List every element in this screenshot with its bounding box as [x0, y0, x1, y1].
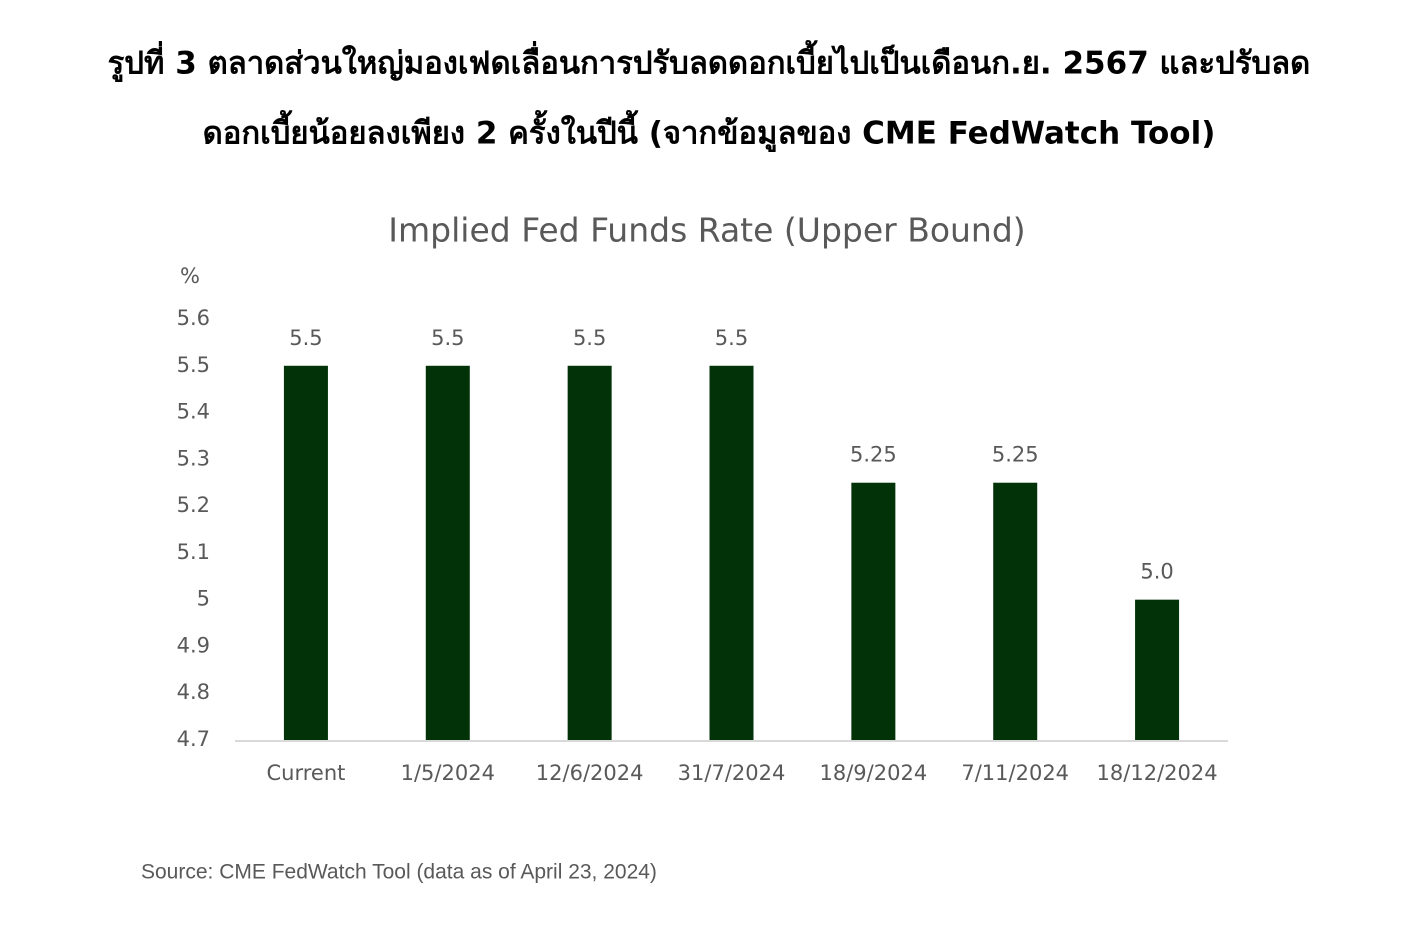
y-tick-label: 4.8: [177, 680, 210, 704]
y-tick-label: 4.9: [177, 633, 210, 657]
bar: [1135, 599, 1180, 740]
x-tick-label: 7/11/2024: [961, 761, 1069, 785]
y-axis-label: %: [180, 264, 200, 288]
y-tick-label: 4.7: [177, 727, 210, 751]
bar: [709, 365, 754, 740]
x-tick-label: 31/7/2024: [678, 761, 786, 785]
y-tick-label: 5.5: [177, 353, 210, 377]
bar: [425, 365, 470, 740]
x-tick-label: 18/12/2024: [1097, 761, 1218, 785]
bar: [851, 482, 896, 740]
y-tick-label: 5.4: [177, 400, 210, 424]
heading-line: ดอกเบี้ยน้อยลงเพียง 2 ครั้งในปีนี้ (จากข…: [203, 110, 1216, 153]
y-tick-label: 5.3: [177, 446, 210, 470]
y-tick-label: 5.1: [177, 540, 210, 564]
value-label: 5.5: [431, 326, 464, 350]
value-label: 5.5: [573, 326, 606, 350]
y-tick-label: 5: [197, 587, 210, 611]
source: Source: CME FedWatch Tool (data as of Ap…: [141, 861, 657, 884]
x-tick-label: 18/9/2024: [820, 761, 928, 785]
value-label: 5.25: [992, 443, 1039, 467]
value-label: 5.5: [715, 326, 748, 350]
value-label: 5.0: [1140, 560, 1173, 584]
x-tick-label: 12/6/2024: [536, 761, 644, 785]
bar: [567, 365, 612, 740]
bar: [993, 482, 1038, 740]
value-label: 5.5: [289, 326, 322, 350]
x-tick-label: 1/5/2024: [401, 761, 495, 785]
heading-line: รูปที่ 3 ตลาดส่วนใหญ่มองเฟดเลื่อนการปรับ…: [108, 40, 1311, 83]
y-tick-label: 5.6: [177, 306, 210, 330]
y-tick-label: 5.2: [177, 493, 210, 517]
chart-title: Implied Fed Funds Rate (Upper Bound): [388, 211, 1025, 250]
x-tick-label: Current: [266, 761, 345, 785]
bar: [283, 365, 328, 740]
value-label: 5.25: [850, 443, 897, 467]
